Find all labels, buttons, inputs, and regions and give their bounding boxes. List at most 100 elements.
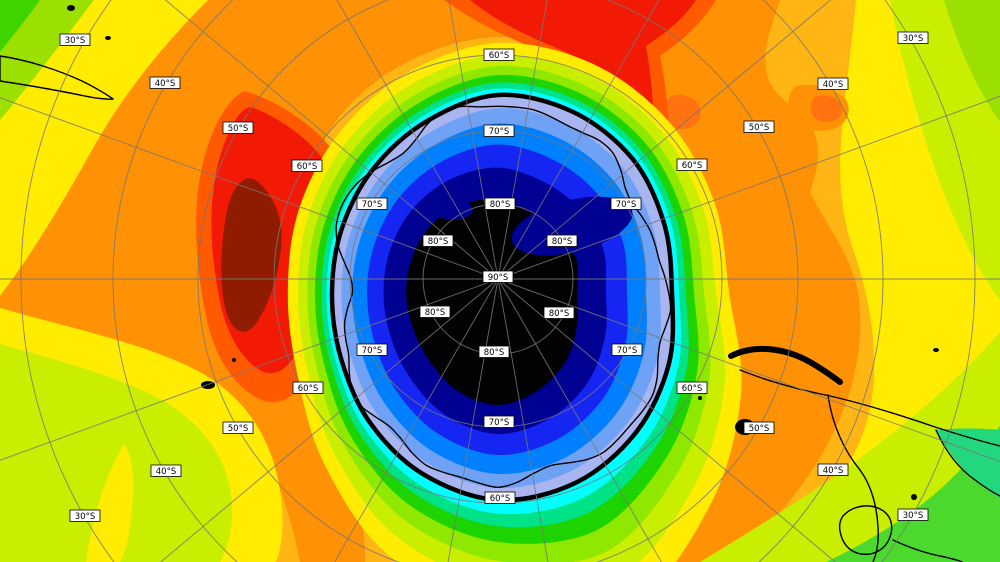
graticule-label-text: 40°S: [823, 466, 843, 476]
graticule-label-box: [478, 345, 510, 358]
field-green-top-right: [944, 0, 1000, 122]
graticule-label: 70°S: [610, 197, 642, 210]
graticule-label-box: [817, 463, 849, 476]
graticule-label: 50°S: [222, 121, 254, 134]
graticule-label-box: [484, 197, 516, 210]
meridian-line: [497, 95, 1000, 280]
graticule-label: 50°S: [743, 120, 775, 133]
graticule-label-box: [676, 381, 708, 394]
graticule-label-text: 50°S: [228, 124, 248, 134]
islet: [933, 348, 939, 352]
field-green-bottom-right: [826, 426, 1000, 562]
graticule-label-text: 60°S: [490, 494, 510, 504]
graticule-label: 30°S: [69, 509, 101, 522]
graticule-label-text: 80°S: [484, 348, 504, 358]
graticule-label-text: 60°S: [298, 384, 318, 394]
graticule-label-box: [356, 197, 388, 210]
graticule-label-box: [483, 124, 515, 137]
field-yellow-streak-bottom-left: [86, 444, 134, 562]
graticule-label-text: 60°S: [682, 161, 702, 171]
meridian-line: [0, 278, 499, 461]
graticule-label-text: 70°S: [489, 418, 509, 428]
graticule-label-box: [222, 421, 254, 434]
graticule-label-text: 30°S: [75, 512, 95, 522]
graticule-label: 80°S: [478, 345, 510, 358]
graticule-label-box: [59, 33, 91, 46]
graticule-label-text: 70°S: [616, 200, 636, 210]
field-chartreuse-top-left: [0, 0, 94, 120]
graticule-label-box: [676, 158, 708, 171]
graticule-label-text: 40°S: [156, 467, 176, 477]
graticule-label-text: 30°S: [65, 36, 85, 46]
graticule-label-box: [483, 48, 515, 61]
graticule-label-text: 30°S: [903, 34, 923, 44]
graticule-label: 50°S: [222, 421, 254, 434]
field-chartreuse-top-right: [890, 0, 1000, 300]
graticule-label-box: [149, 76, 181, 89]
coastline-main-east: [739, 369, 1000, 447]
field-deep-orange-spot-a: [810, 95, 843, 122]
coastline-south-america-tip: [0, 55, 114, 100]
graticule-label-box: [419, 305, 451, 318]
antarctica-outline: [335, 105, 672, 489]
field-green-top-left: [0, 0, 40, 52]
graticule-label: 50°S: [743, 421, 775, 434]
graticule-label: 70°S: [356, 197, 388, 210]
graticule-label: 70°S: [483, 415, 515, 428]
graticule-label: 80°S: [419, 305, 451, 318]
graticule-label-text: 80°S: [490, 200, 510, 210]
graticule-label: 60°S: [483, 48, 515, 61]
meridian-line: [336, 0, 499, 280]
meridian-line: [334, 278, 499, 562]
meridian-line: [497, 0, 832, 280]
meridian-line: [497, 278, 836, 562]
graticule-label-text: 80°S: [425, 308, 445, 318]
graticule-label-text: 80°S: [428, 237, 448, 247]
graticule-label-text: 50°S: [749, 424, 769, 434]
graticule-label-box: [482, 270, 514, 283]
field-yellow-green-bottom-left: [0, 344, 233, 562]
graticule-label-box: [743, 120, 775, 133]
graticule-label: 70°S: [356, 343, 388, 356]
island-chain-arc: [728, 345, 843, 385]
graticule-label: 80°S: [484, 197, 516, 210]
graticule-label: 30°S: [897, 508, 929, 521]
graticule-label: 60°S: [676, 158, 708, 171]
field-maroon-core: [221, 178, 282, 332]
graticule-label: 40°S: [817, 463, 849, 476]
graticule-label: 60°S: [291, 159, 323, 172]
graticule-label-box: [817, 77, 849, 90]
field-teal-bottom-right: [936, 428, 1000, 498]
graticule-label-box: [484, 491, 516, 504]
meridian-line: [164, 0, 499, 280]
graticule-label-text: 80°S: [552, 237, 572, 247]
graticule-label: 30°S: [897, 31, 929, 44]
graticule-label-box: [543, 306, 575, 319]
meridian-line: [160, 278, 499, 562]
graticule-label-box: [897, 31, 929, 44]
graticule-label: 40°S: [150, 464, 182, 477]
graticule-label-box: [150, 464, 182, 477]
islet: [698, 396, 702, 400]
graticule-label-box: [611, 343, 643, 356]
graticule-label: 60°S: [676, 381, 708, 394]
islet: [911, 494, 917, 500]
islet: [67, 5, 75, 11]
islet: [232, 358, 236, 362]
graticule-label-text: 50°S: [749, 123, 769, 133]
field-yellow-top-left: [0, 0, 208, 296]
graticule-label-text: 40°S: [823, 80, 843, 90]
graticule-label-text: 70°S: [362, 200, 382, 210]
graticule-label-box: [222, 121, 254, 134]
graticule-label-box: [897, 508, 929, 521]
meridian-line: [497, 0, 660, 280]
graticule-label-text: 70°S: [489, 127, 509, 137]
graticule-label: 80°S: [543, 306, 575, 319]
coastline-bottom-wiggle: [892, 539, 963, 562]
graticule-label: 70°S: [483, 124, 515, 137]
graticule-label-text: 90°S: [488, 273, 508, 283]
graticule-label: 80°S: [422, 234, 454, 247]
graticule-label-box: [546, 234, 578, 247]
graticule-label-text: 70°S: [362, 346, 382, 356]
